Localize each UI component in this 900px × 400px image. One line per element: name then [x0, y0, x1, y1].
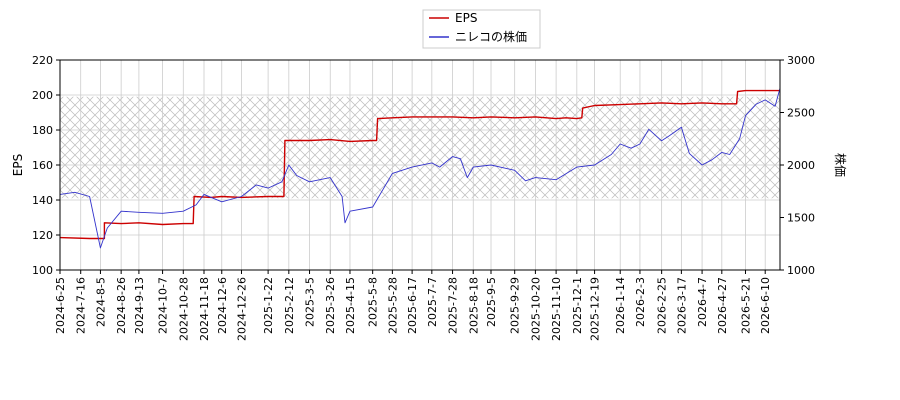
- x-tick-label: 2025-5-8: [367, 277, 380, 327]
- x-tick-label: 2025-1-22: [262, 277, 275, 334]
- x-tick-label: 2025-7-7: [426, 277, 439, 327]
- x-tick-label: 2025-9-5: [485, 277, 498, 327]
- x-tick-label: 2024-12-26: [235, 277, 248, 341]
- x-tick-label: 2025-9-29: [509, 277, 522, 334]
- x-tick-label: 2026-2-3: [634, 277, 647, 327]
- right-axis: 1000 1500 2000 2500 3000: [780, 54, 815, 277]
- y-right-tick-label: 2500: [787, 107, 815, 120]
- x-tick-label: 2026-2-25: [656, 277, 669, 334]
- series-group: [60, 88, 780, 249]
- x-tick-label: 2024-10-28: [177, 277, 190, 341]
- x-tick-label: 2025-3-26: [324, 277, 337, 334]
- y-left-tick-label: 140: [32, 194, 53, 207]
- x-tick-label: 2026-4-27: [716, 277, 729, 334]
- x-tick-label: 2025-12-1: [571, 277, 584, 334]
- x-tick-label: 2025-11-10: [550, 277, 563, 341]
- legend-label-eps: EPS: [455, 11, 477, 25]
- x-tick-label: 2025-7-28: [447, 277, 460, 334]
- x-tick-label: 2026-3-17: [675, 277, 688, 334]
- x-tick-label: 2025-4-15: [344, 277, 357, 334]
- x-tick-label: 2026-4-7: [696, 277, 709, 327]
- x-tick-label: 2024-10-7: [157, 277, 170, 334]
- x-tick-label: 2025-5-28: [386, 277, 399, 334]
- x-tick-label: 2024-8-26: [115, 277, 128, 334]
- shaded-band: [60, 96, 780, 199]
- right-axis-title: 株価: [833, 153, 848, 177]
- y-right-tick-label: 3000: [787, 54, 815, 67]
- y-left-tick-label: 120: [32, 229, 53, 242]
- x-tick-label: 2024-9-13: [133, 277, 146, 334]
- x-tick-label: 2025-3-5: [304, 277, 317, 327]
- x-tick-label: 2026-1-14: [614, 277, 627, 334]
- series-line-stock-price: [60, 88, 780, 249]
- legend: EPS ニレコの株価: [422, 9, 541, 49]
- x-tick-label: 2024-7-16: [75, 277, 88, 334]
- x-tick-label: 2024-8-5: [94, 277, 107, 327]
- x-tick-label: 2024-12-6: [216, 277, 229, 334]
- x-tick-label: 2025-10-20: [529, 277, 542, 341]
- x-tick-label: 2026-5-21: [739, 277, 752, 334]
- x-tick-label: 2025-2-12: [283, 277, 296, 334]
- x-tick-label: 2026-6-10: [759, 277, 772, 334]
- y-right-tick-label: 1000: [787, 264, 815, 277]
- legend-box: [422, 9, 541, 49]
- y-left-tick-label: 220: [32, 54, 53, 67]
- x-tick-label: 2025-8-18: [467, 277, 480, 334]
- series-line-eps: [60, 89, 780, 240]
- x-tick-label: 2025-6-17: [406, 277, 419, 334]
- left-axis: 100 120 140 160 180 200 220: [32, 54, 60, 277]
- y-left-tick-label: 100: [32, 264, 53, 277]
- y-right-tick-label: 1500: [787, 212, 815, 225]
- y-right-tick-label: 2000: [787, 159, 815, 172]
- x-tick-label: 2024-11-18: [198, 277, 211, 341]
- legend-label-stock-price: ニレコの株価: [455, 29, 527, 44]
- y-left-tick-label: 200: [32, 89, 53, 102]
- y-left-tick-label: 180: [32, 124, 53, 137]
- y-left-tick-label: 160: [32, 159, 53, 172]
- x-axis: 2024-6-25 2024-7-16 2024-8-5 2024-8-26 2024-…: [54, 270, 772, 341]
- x-tick-label: 2024-6-25: [54, 277, 67, 334]
- left-axis-title: EPS: [11, 154, 25, 176]
- x-tick-label: 2025-12-19: [589, 277, 602, 341]
